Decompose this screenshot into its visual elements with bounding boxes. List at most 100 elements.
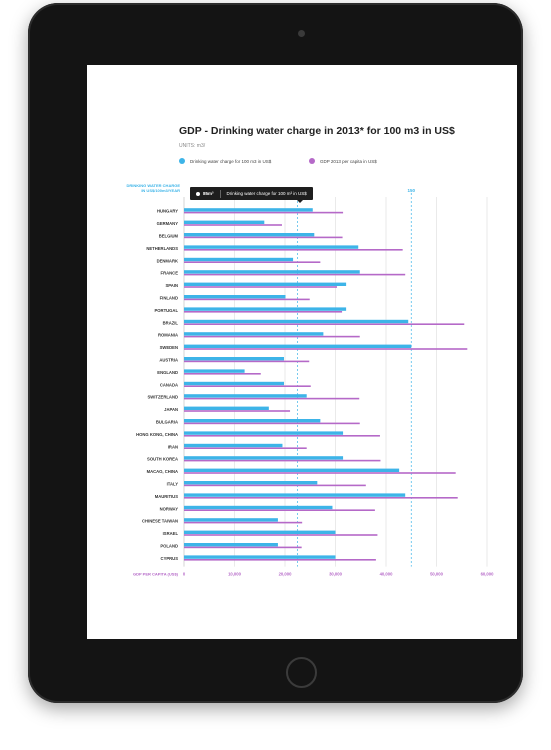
gdp-bar xyxy=(184,422,360,425)
water-bar xyxy=(184,245,359,249)
water-bar xyxy=(184,282,347,286)
y-axis-label-line1: DRINKING WATER CHARGE xyxy=(127,183,181,188)
water-bar xyxy=(184,344,412,348)
gdp-bar xyxy=(184,509,375,511)
water-bar xyxy=(184,555,336,559)
gdp-bar xyxy=(184,311,343,313)
gdp-bar xyxy=(184,224,282,226)
chart-title: GDP - Drinking water charge in 2013* for… xyxy=(179,125,455,137)
water-bar xyxy=(184,295,286,299)
gdp-bar xyxy=(184,286,338,288)
category-label: POLAND xyxy=(160,544,178,549)
category-label: SWEDEN xyxy=(160,345,178,350)
category-label: ENGLAND xyxy=(157,370,178,375)
water-bar xyxy=(184,381,284,386)
gdp-bar xyxy=(184,484,366,487)
water-bar xyxy=(184,456,344,460)
x-tick-label: 60,000 xyxy=(481,572,494,577)
chart-subtitle: UNITS: m3/ xyxy=(179,143,206,149)
water-bar xyxy=(184,406,269,410)
legend-item-gdp[interactable]: GDP 2013 per capita in US$ xyxy=(309,158,377,164)
gdp-bar xyxy=(184,385,311,387)
category-label: JAPAN xyxy=(164,407,178,412)
gdp-bar xyxy=(184,546,302,549)
gdp-bar xyxy=(184,249,403,251)
category-label: CYPRUS xyxy=(161,556,179,561)
x-tick-label: 10,000 xyxy=(228,572,241,577)
category-label: NORWAY xyxy=(160,506,179,511)
gdp-bar xyxy=(184,273,406,276)
x-tick-label: 50,000 xyxy=(430,572,443,577)
category-label: ISRAEL xyxy=(163,531,179,536)
gdp-bar xyxy=(184,348,468,350)
category-label: ROMANIA xyxy=(158,333,178,338)
water-bar xyxy=(184,431,344,435)
gdp-bar xyxy=(184,559,376,561)
water-bar xyxy=(184,505,333,510)
gdp-bar xyxy=(184,211,344,214)
gdp-bar xyxy=(184,459,381,462)
gdp-bar xyxy=(184,534,378,536)
x-tick-label: 0 xyxy=(183,572,186,577)
tooltip-value: 85m³ xyxy=(203,191,214,196)
category-label: IRAN xyxy=(168,444,178,449)
category-label: MAURITIUS xyxy=(155,494,178,499)
water-bar xyxy=(184,319,409,324)
water-bar xyxy=(184,443,283,448)
tooltip-dot xyxy=(196,191,200,196)
category-label: CANADA xyxy=(160,382,178,387)
water-bar xyxy=(184,307,347,311)
gdp-bar xyxy=(184,521,303,524)
legend-label-water: Drinking water charge for 100 m3 in US$ xyxy=(190,158,272,164)
water-bar xyxy=(184,481,318,485)
x-tick-label: 40,000 xyxy=(380,572,393,577)
camera-lens xyxy=(298,30,305,37)
water-bar xyxy=(184,332,324,336)
gdp-bar xyxy=(184,298,310,301)
y-axis-label-line2: IN US$/100m3/YEAR xyxy=(141,188,180,193)
x-tick-label: 30,000 xyxy=(329,572,342,577)
category-label: ITALY xyxy=(167,482,179,487)
water-bar xyxy=(184,208,313,212)
category-label: HUNGARY xyxy=(157,209,178,214)
tablet-screen: GDP - Drinking water charge in 2013* for… xyxy=(87,65,517,639)
category-label: NETHERLANDS xyxy=(146,246,178,251)
x-tick-label: 20,000 xyxy=(279,572,292,577)
water-bar xyxy=(184,394,307,398)
water-bar xyxy=(184,543,278,547)
legend-label-gdp: GDP 2013 per capita in US$ xyxy=(320,158,377,164)
water-bar xyxy=(184,493,406,497)
gdp-bar xyxy=(184,497,458,499)
legend-dot-water xyxy=(179,158,185,164)
water-bar xyxy=(184,257,294,262)
water-bar xyxy=(184,357,284,361)
category-label: FRANCE xyxy=(161,271,179,276)
gdp-bar xyxy=(184,435,380,437)
gdp-bar xyxy=(184,360,310,363)
gdp-bar xyxy=(184,261,321,263)
top-tick-label: 150 xyxy=(407,188,415,193)
legend-item-water[interactable]: Drinking water charge for 100 m3 in US$ xyxy=(179,158,271,164)
category-label: BELGIUM xyxy=(159,234,179,239)
water-bar xyxy=(184,530,336,534)
legend-dot-gdp xyxy=(309,158,315,164)
gdp-bar xyxy=(184,397,360,400)
water-bar xyxy=(184,270,360,274)
category-label: SPAIN xyxy=(166,283,179,288)
gdp-bar xyxy=(184,472,456,474)
category-label: CHINESE TAIWAN xyxy=(142,519,178,524)
gdp-bar xyxy=(184,447,307,449)
x-axis-label: GDP PER CAPITA (US$) xyxy=(133,572,179,577)
water-bar xyxy=(184,220,265,224)
category-label: PORTUGAL xyxy=(155,308,179,313)
category-label: GERMANY xyxy=(157,221,179,226)
gdp-bar xyxy=(184,335,360,338)
category-label: HONG KONG, CHINA xyxy=(136,432,178,437)
tooltip-divider xyxy=(219,189,221,198)
gdp-bar xyxy=(184,410,291,412)
water-bar xyxy=(184,369,245,373)
home-button[interactable] xyxy=(286,657,317,688)
water-bar xyxy=(184,419,321,423)
gdp-bar xyxy=(184,373,261,375)
